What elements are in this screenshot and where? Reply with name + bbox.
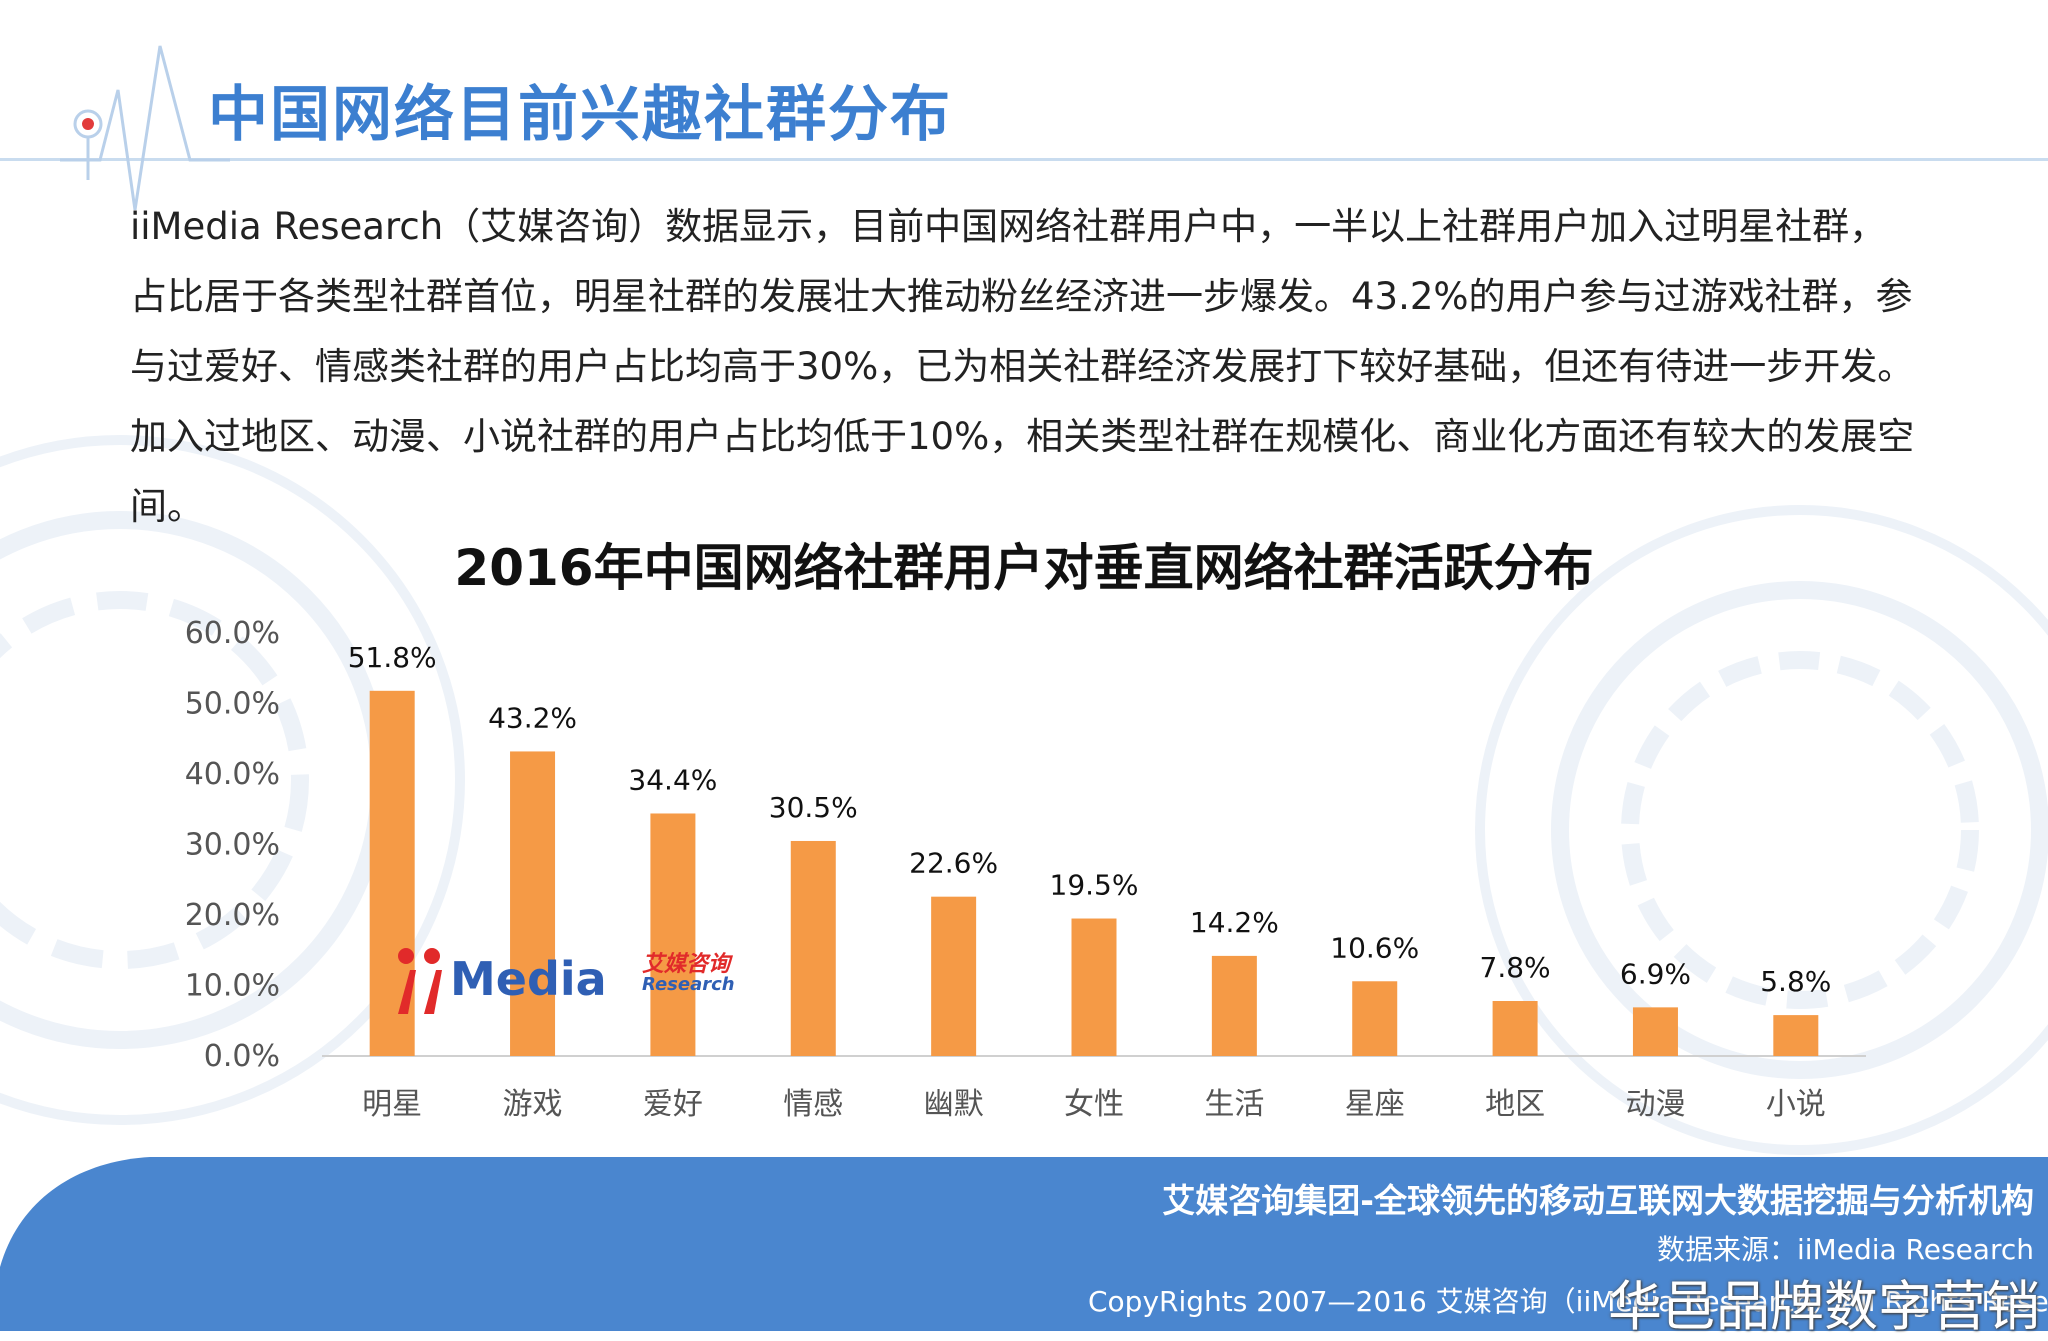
y-tick-label: 10.0%	[185, 969, 280, 1004]
x-tick-label: 地区	[1485, 1087, 1545, 1122]
page-title: 中国网络目前兴趣社群分布	[208, 80, 952, 150]
logo-en: Research	[642, 974, 735, 995]
bar	[1211, 955, 1257, 1056]
chart-title: 2016年中国网络社群用户对垂直网络社群活跃分布	[454, 539, 1594, 597]
bar	[1071, 918, 1117, 1056]
data-label: 22.6%	[909, 847, 998, 880]
data-label: 43.2%	[488, 701, 577, 734]
y-tick-label: 20.0%	[185, 898, 280, 933]
logo-cn: 艾媒咨询	[642, 952, 731, 977]
y-tick-label: 60.0%	[185, 616, 280, 651]
bar-chart: 0.0% 10.0% 20.0% 30.0% 40.0% 50.0% 60.0% 51.8% 明…	[185, 616, 1866, 1122]
x-tick-label: 幽默	[924, 1087, 984, 1122]
bar	[1492, 1001, 1538, 1056]
data-label: 51.8%	[348, 641, 437, 674]
x-tick-label: 女性	[1064, 1087, 1124, 1122]
x-tick-label: 情感	[783, 1087, 843, 1122]
data-label: 6.9%	[1620, 957, 1691, 990]
x-tick-label: 小说	[1766, 1087, 1826, 1122]
footer-slogan: 艾媒咨询集团-全球领先的移动互联网大数据挖掘与分析机构	[1162, 1181, 2034, 1220]
data-label: 7.8%	[1480, 951, 1551, 984]
bar	[650, 813, 696, 1056]
y-tick-label: 40.0%	[185, 757, 280, 792]
watermark: 华邑品牌数字营销	[1608, 1275, 2040, 1338]
footer-copyright: CopyRights 2007—2016 艾媒咨询（iiMedia Resear…	[1088, 1285, 2048, 1318]
x-tick-label: 爱好	[643, 1087, 703, 1122]
footer-band	[0, 1157, 2048, 1331]
bar	[1632, 1007, 1678, 1056]
x-tick-label: 游戏	[503, 1087, 563, 1122]
data-label: 10.6%	[1330, 931, 1419, 964]
y-tick-label: 0.0%	[204, 1039, 280, 1074]
logo-word: Media	[450, 952, 607, 1006]
x-tick-label: 生活	[1204, 1087, 1264, 1122]
bar	[1352, 981, 1398, 1056]
iimedia-logo-mark	[398, 948, 442, 1014]
iimedia-logo: Media 艾媒咨询 Research	[388, 942, 748, 1022]
data-label: 34.4%	[628, 763, 717, 796]
bar	[1773, 1015, 1819, 1056]
y-tick-label: 50.0%	[185, 687, 280, 722]
signal-pulse-icon	[60, 45, 230, 210]
bar	[510, 751, 556, 1056]
data-label: 14.2%	[1190, 906, 1279, 939]
data-label: 30.5%	[769, 791, 858, 824]
bar	[931, 896, 977, 1056]
intro-paragraph: iiMedia Research（艾媒咨询）数据显示，目前中国网络社群用户中，一…	[130, 205, 1915, 528]
header-divider	[0, 158, 2048, 161]
data-label: 5.8%	[1760, 965, 1831, 998]
x-tick-label: 动漫	[1625, 1087, 1685, 1122]
data-label: 19.5%	[1050, 869, 1139, 902]
footer-source: 数据来源：iiMedia Research	[1657, 1233, 2034, 1266]
x-tick-label: 明星	[362, 1087, 422, 1122]
bar	[790, 840, 836, 1056]
x-tick-label: 星座	[1345, 1087, 1405, 1122]
y-tick-label: 30.0%	[185, 828, 280, 863]
